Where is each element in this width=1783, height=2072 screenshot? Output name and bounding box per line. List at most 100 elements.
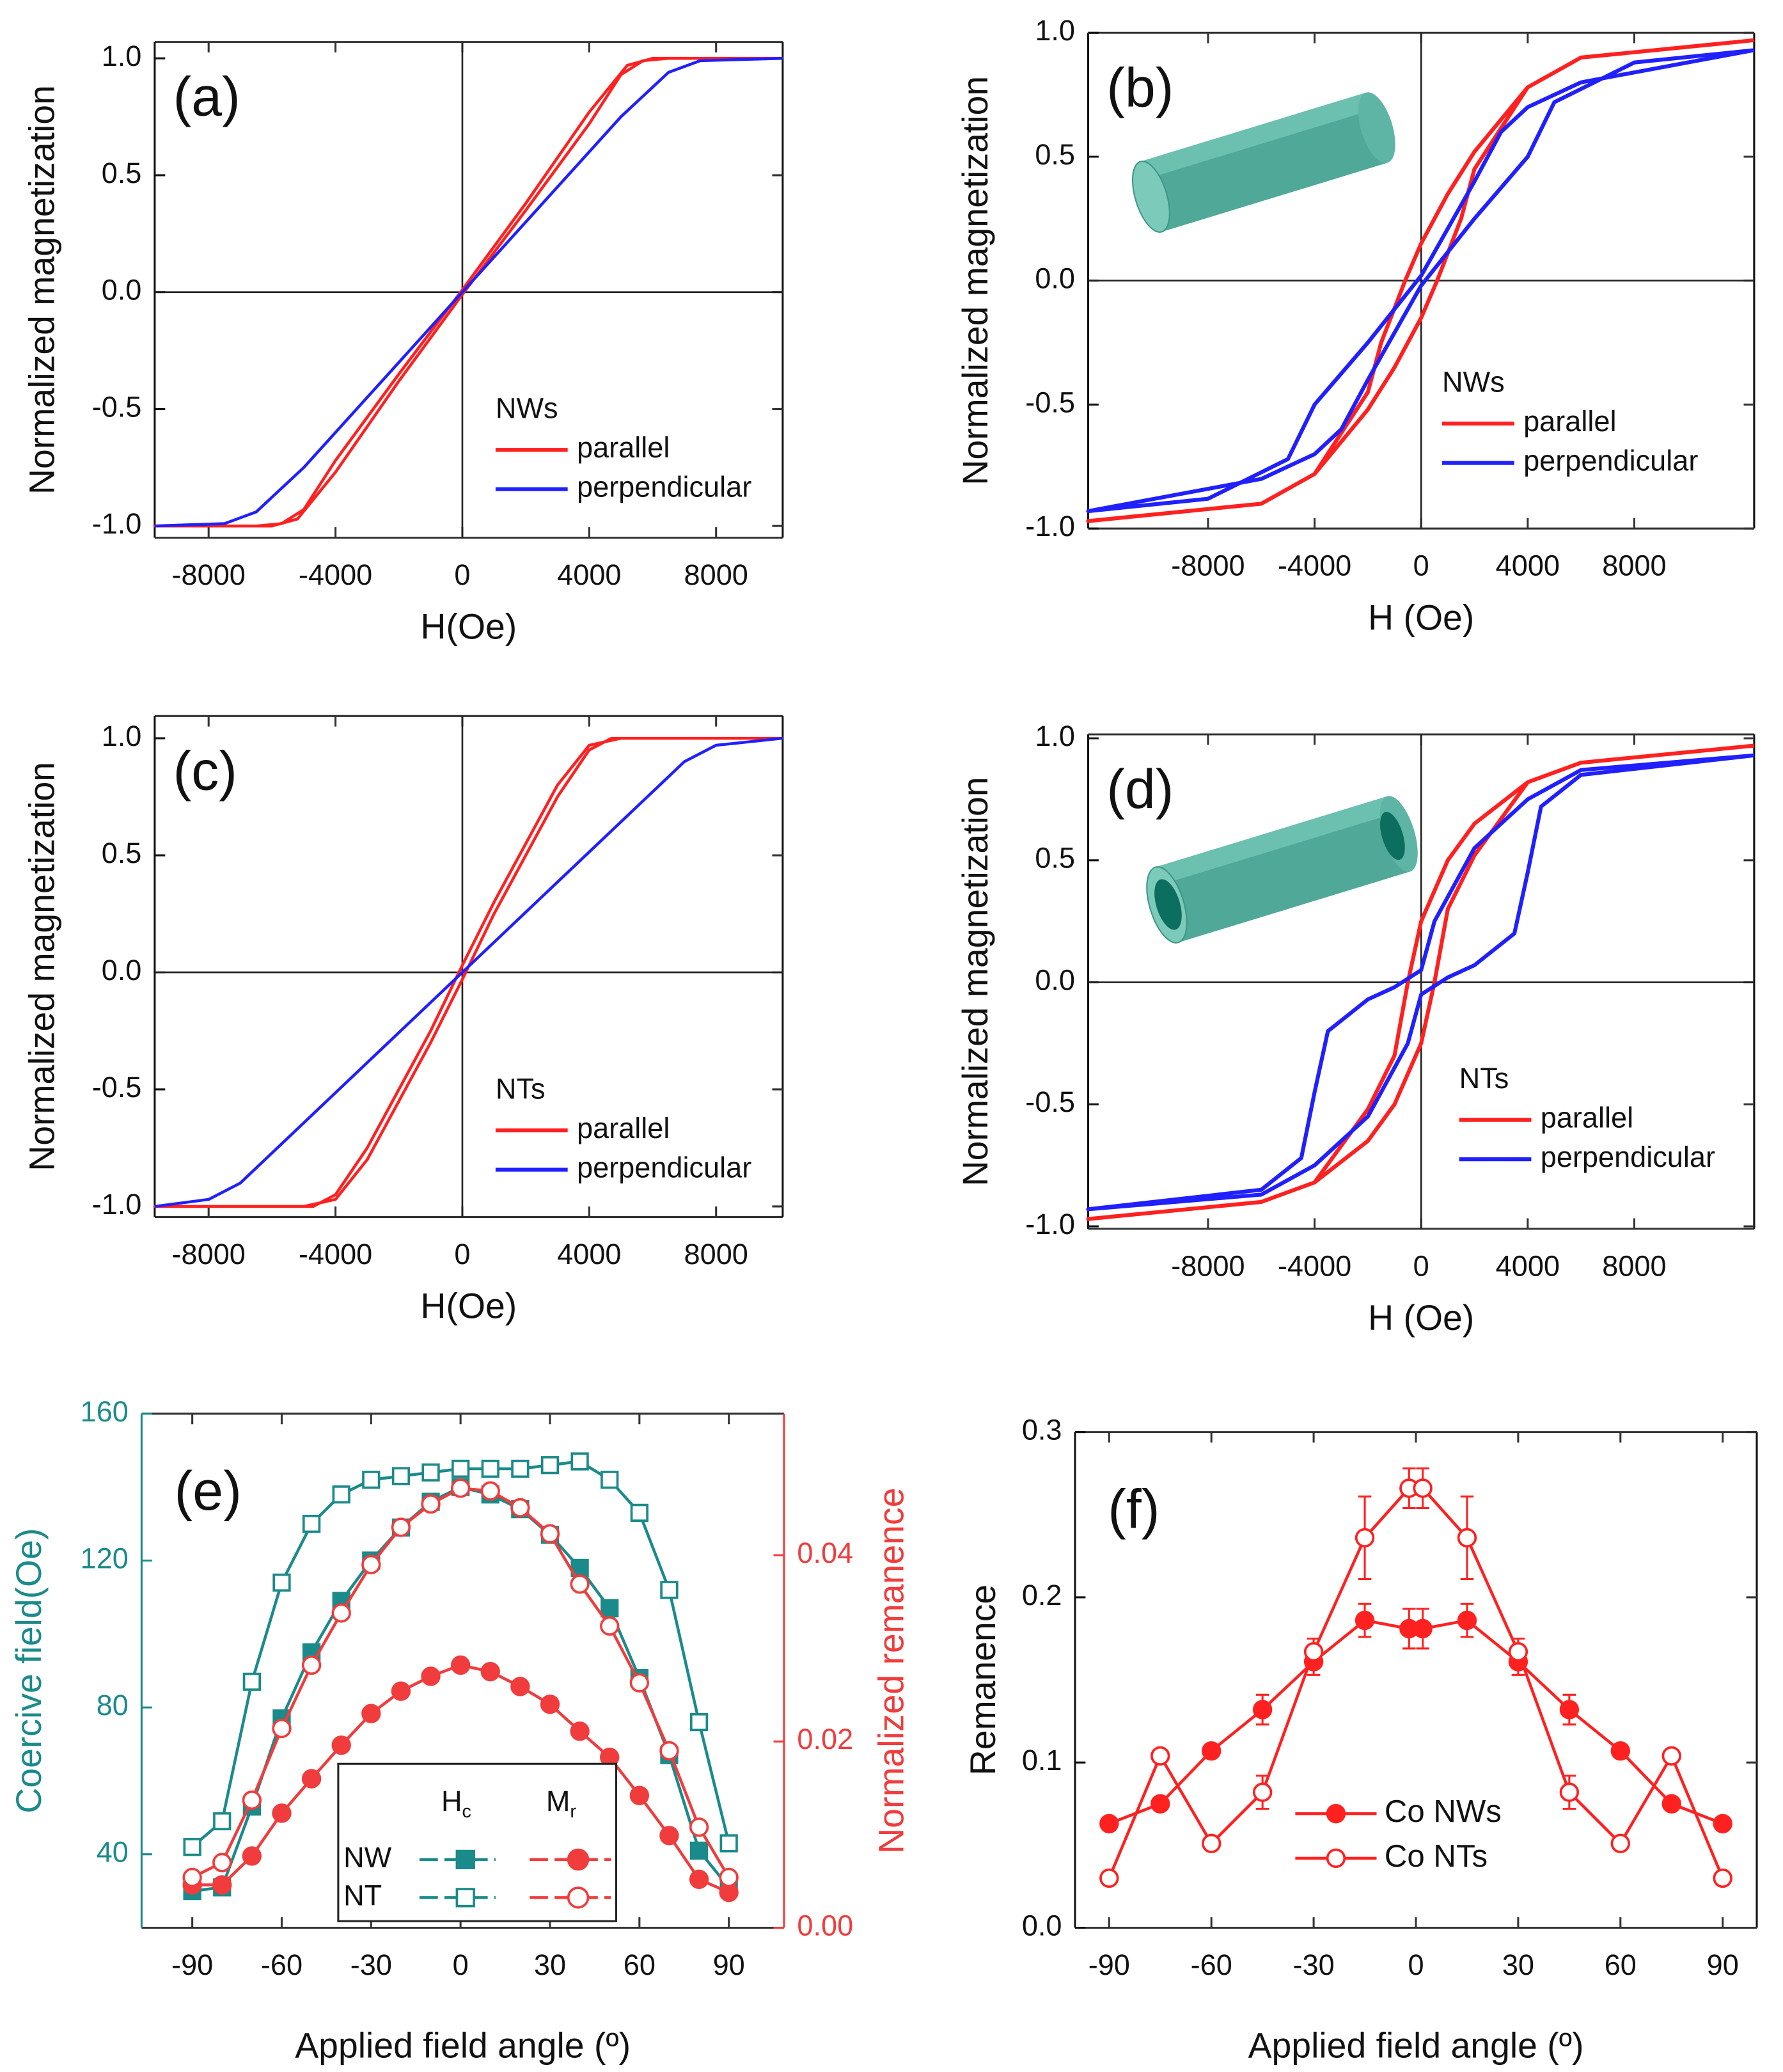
panel-label: (b)	[1106, 57, 1174, 118]
y2-axis-label: Normalized remanence	[872, 1488, 911, 1854]
legend-marker	[567, 1886, 590, 1909]
panel-label: (d)	[1106, 759, 1174, 820]
x-axis-label: H(Oe)	[421, 607, 517, 647]
x-tick-label: 30	[1502, 1949, 1534, 1981]
data-point	[242, 1790, 262, 1810]
y-tick-label: -0.5	[92, 390, 142, 423]
y-tick-label: 0.2	[1022, 1579, 1062, 1611]
data-point	[629, 1785, 649, 1805]
x-axis-label: H (Oe)	[1368, 597, 1474, 637]
data-point	[301, 1655, 322, 1675]
legend-label: perpendicular	[1523, 445, 1698, 477]
x-tick-label: 90	[1707, 1949, 1739, 1981]
data-point	[1252, 1782, 1273, 1802]
y-axis-label: Normalized magnetization	[22, 85, 61, 494]
x-tick-label: 0	[1408, 1949, 1424, 1981]
x-tick-label: 4000	[1496, 1249, 1560, 1282]
y-tick-label: -1.0	[1025, 510, 1075, 542]
y-axis-label: Remanence	[963, 1585, 1003, 1775]
data-point	[182, 1867, 202, 1888]
data-point	[510, 1498, 530, 1518]
data-point	[719, 1867, 739, 1888]
legend-label: parallel	[577, 431, 670, 464]
data-point	[540, 1694, 560, 1714]
y-tick-label: 0.5	[102, 157, 142, 189]
data-point	[331, 1735, 351, 1755]
legend-marker	[567, 1848, 590, 1871]
y-axis-label: Normalized magnetization	[955, 76, 995, 486]
y2-tick-label: 0.00	[797, 1909, 853, 1942]
y-tick-label: 0.0	[1022, 1909, 1062, 1942]
data-point	[301, 1769, 322, 1789]
data-point	[689, 1869, 709, 1889]
legend-column-header: Mr	[546, 1785, 577, 1822]
y-tick-label: 40	[97, 1836, 129, 1869]
legend-label: parallel	[1541, 1102, 1633, 1134]
data-point	[450, 1478, 471, 1498]
y-tick-label: 1.0	[102, 40, 142, 72]
x-tick-label: -90	[1088, 1949, 1130, 1981]
legend-row-label: NW	[343, 1841, 392, 1874]
legend-label: parallel	[1523, 405, 1616, 438]
legend-row-label: NT	[343, 1879, 382, 1911]
legend-label: Co NWs	[1385, 1794, 1502, 1829]
data-point	[689, 1712, 709, 1732]
x-tick-label: -8000	[172, 1238, 246, 1270]
series-line	[154, 56, 783, 528]
panel-label: (e)	[175, 1460, 242, 1522]
legend-header-sub: r	[570, 1801, 576, 1822]
data-point	[450, 1655, 471, 1675]
wire-body	[1140, 92, 1388, 232]
x-axis-label: Applied field angle (º)	[295, 2026, 631, 2066]
x-tick-label: 8000	[684, 1238, 748, 1270]
x-tick-label: 0	[1413, 550, 1429, 582]
x-tick-label: -90	[171, 1949, 213, 1981]
x-axis-label: Applied field angle (º)	[1248, 2026, 1584, 2066]
data-point	[1355, 1528, 1375, 1548]
data-point	[689, 1817, 709, 1837]
data-point	[660, 1581, 679, 1599]
data-point	[1151, 1746, 1170, 1766]
legend-header-main: M	[546, 1785, 570, 1817]
data-point	[391, 1517, 411, 1537]
legend-title: NWs	[1442, 366, 1505, 399]
x-tick-label: -8000	[172, 558, 246, 591]
y-tick-label: 0.3	[1022, 1414, 1062, 1446]
y-tick-label: 0.0	[102, 274, 142, 306]
data-point	[242, 1672, 262, 1691]
data-point	[1508, 1641, 1528, 1662]
data-point	[601, 1599, 619, 1618]
x-tick-label: 60	[1605, 1949, 1637, 1981]
data-point	[183, 1838, 201, 1856]
panel-label: (c)	[173, 740, 237, 802]
y-tick-label: -1.0	[1025, 1208, 1075, 1240]
data-point	[1559, 1700, 1580, 1720]
legend-header-main: H	[441, 1785, 462, 1817]
data-point	[421, 1494, 441, 1514]
legend-label: perpendicular	[577, 471, 751, 503]
data-point	[630, 1503, 648, 1522]
x-tick-label: -60	[261, 1949, 302, 1981]
data-point	[362, 1471, 381, 1489]
legend-title: NWs	[496, 392, 558, 425]
x-tick-label: 0	[453, 1949, 469, 1981]
data-point	[212, 1853, 232, 1872]
legend-label: perpendicular	[577, 1151, 751, 1184]
y-tick-label: 0.5	[1035, 842, 1075, 874]
data-point	[511, 1459, 530, 1478]
y-tick-label: -1.0	[92, 1188, 142, 1221]
data-point	[421, 1666, 441, 1686]
x-tick-label: 0	[1413, 1249, 1429, 1282]
data-point	[570, 1574, 590, 1594]
legend-header-sub: c	[462, 1801, 471, 1822]
data-point	[1151, 1794, 1170, 1814]
x-tick-label: -4000	[299, 558, 372, 591]
nanowire-inset	[1131, 92, 1395, 233]
wire-end	[1358, 92, 1395, 163]
x-tick-label: -4000	[299, 1238, 372, 1270]
x-tick-label: 4000	[557, 558, 621, 591]
data-point	[1099, 1868, 1119, 1888]
data-point	[212, 1875, 232, 1895]
